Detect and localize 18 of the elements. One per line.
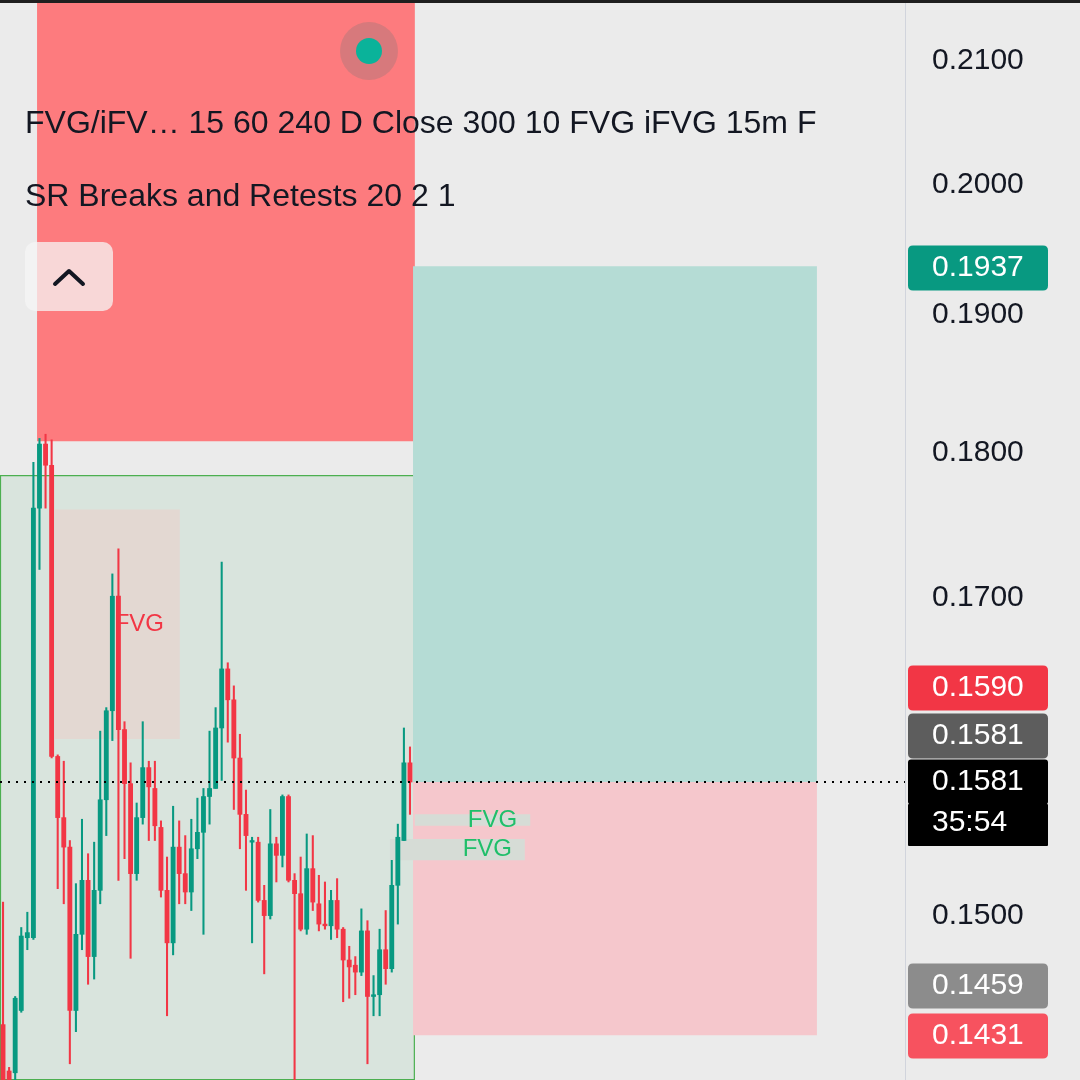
- ref-line-label: 0.1581: [932, 763, 1024, 797]
- candlestick: [249, 836, 255, 944]
- text: 0.1581: [932, 717, 1024, 751]
- y-tick-label: 0.2000: [932, 166, 1024, 200]
- text: 0.1590: [932, 669, 1024, 703]
- y-tick-label: 0.1800: [932, 433, 1024, 467]
- text: FVG/iFV… 15 60 240 D Close 300 10 FVG iFVG 15m F: [25, 103, 817, 141]
- y-tick-label: 0.2100: [932, 42, 1024, 76]
- band-label: FVG: [462, 834, 513, 862]
- y-tick-label: 0.1900: [932, 296, 1024, 330]
- text: 0.1459: [932, 967, 1024, 1001]
- text: 0.1937: [932, 249, 1024, 283]
- y-tick-label: 0.1700: [932, 578, 1024, 612]
- text: SR Breaks and Retests 20 2 1: [25, 176, 456, 214]
- text: 0.1431: [932, 1017, 1024, 1051]
- text: 35:54: [932, 804, 1008, 838]
- y-tick-label: 0.1500: [932, 896, 1024, 930]
- band-label: FVG: [467, 804, 518, 832]
